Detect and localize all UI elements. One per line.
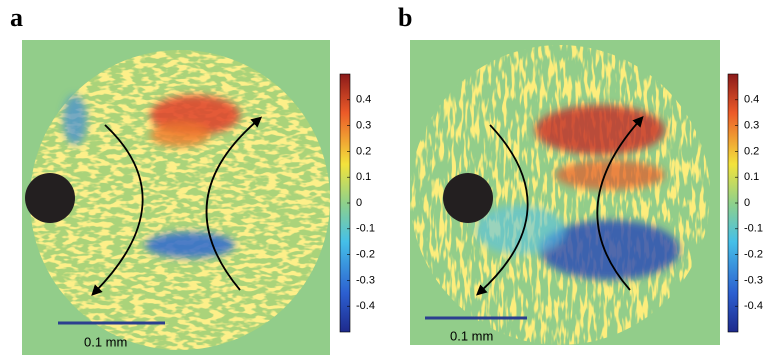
colorbar-tick-label: 0.1: [356, 171, 371, 183]
colorbar-tick-label: -0.2: [744, 249, 763, 261]
heatmap-b: [410, 40, 720, 345]
colorbar-tick-label: 0.1: [744, 171, 759, 183]
colorbar-tick-label: -0.2: [356, 249, 375, 261]
scale-bar-label: 0.1 mm: [450, 328, 493, 343]
scale-bar-label: 0.1 mm: [84, 334, 127, 349]
colorbar-tick-label: 0.4: [744, 94, 759, 106]
colorbar-tick-label: 0: [744, 197, 750, 209]
colorbar-tick-label: 0.3: [744, 120, 759, 132]
colorbar-tick-label: 0.2: [356, 145, 371, 157]
colorbar-tick-label: 0: [356, 197, 362, 209]
colorbar-tick-label: -0.3: [744, 274, 763, 286]
colorbar-tick-label: 0.3: [356, 120, 371, 132]
colorbar-tick-label: -0.1: [356, 223, 375, 235]
panel-label: a: [10, 3, 23, 32]
colorbar-tick-label: 0.2: [744, 145, 759, 157]
panel-label: b: [398, 3, 412, 32]
colorbar-tick-label: -0.1: [744, 223, 763, 235]
colorbar-tick-label: -0.3: [356, 274, 375, 286]
heatmap-a: [22, 40, 330, 355]
colorbar-tick-label: -0.4: [356, 300, 375, 312]
colorbar-tick-label: 0.4: [356, 94, 371, 106]
colorbar-tick-label: -0.4: [744, 300, 763, 312]
